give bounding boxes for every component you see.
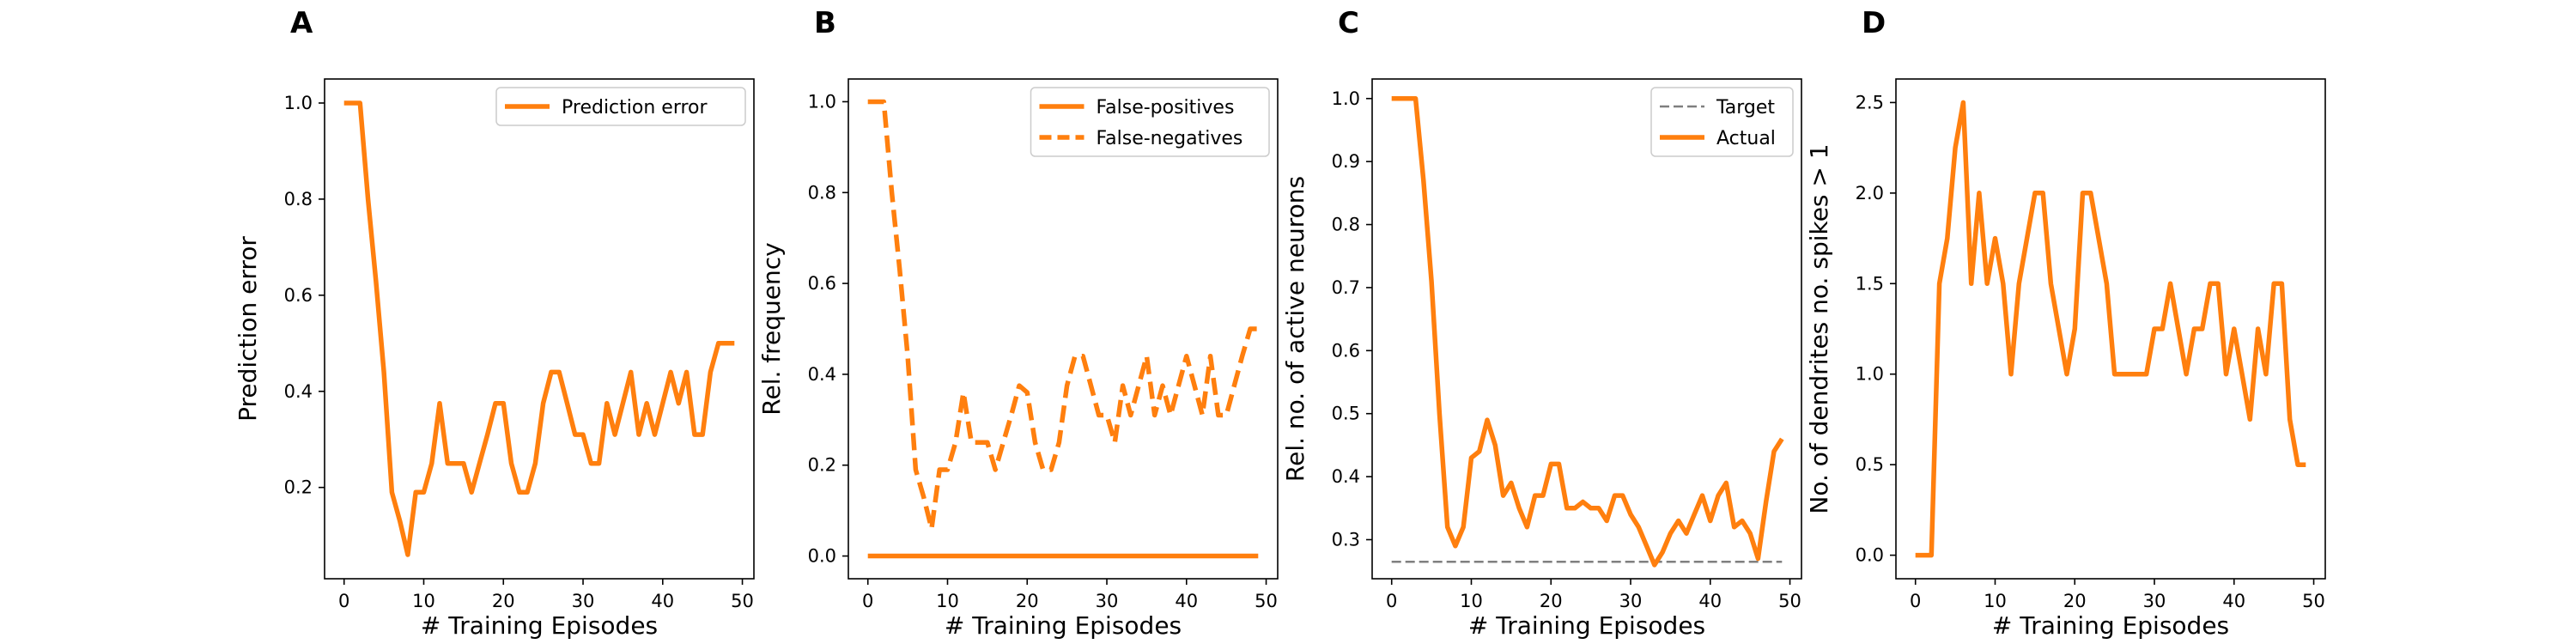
series-line-false-negatives [867,99,1259,532]
y-tick-label: 0.6 [284,285,313,306]
y-tick-label: 1.0 [1856,364,1884,385]
y-tick-label: 0.2 [808,455,836,476]
x-tick-label: 20 [1016,591,1039,611]
y-tick-label: 2.5 [1856,92,1884,112]
y-axis-label: No. of dendrites no. spikes > 1 [1805,143,1833,513]
x-tick-label: 50 [1778,591,1801,611]
x-tick-label: 30 [2143,591,2166,611]
y-tick-label: 0.7 [1332,277,1360,298]
x-tick-label: 20 [492,591,515,611]
y-tick-label: 1.0 [1332,88,1360,109]
axes-frame [848,78,1279,580]
axes-frame [324,78,755,580]
chart-panel-d: D 0 10 20 30 40 50 0.0 0.5 1.0 1.5 2.0 2.5 # Training… [1805,6,2326,640]
y-tick-label: 0.2 [284,477,313,498]
legend: Target Actual [1650,87,1794,157]
y-tick-label: 1.5 [1856,273,1884,294]
x-tick-label: 0 [1910,591,1921,611]
x-axis-label: # Training Episodes [1992,611,2229,640]
x-tick-label: 0 [1386,591,1397,611]
x-tick-label: 40 [1698,591,1722,611]
x-tick-label: 50 [731,591,754,611]
y-tick-label: 0.5 [1856,454,1884,475]
x-tick-label: 10 [1984,591,2007,611]
x-tick-label: 50 [1255,591,1278,611]
y-tick-label: 0.0 [1856,545,1884,566]
x-axis-label: # Training Episodes [1468,611,1705,640]
x-tick-label: 0 [338,591,349,611]
y-tick-label: 1.0 [808,91,836,112]
y-tick-label: 2.0 [1856,183,1884,204]
x-tick-label: 40 [1175,591,1198,611]
y-tick-label: 0.9 [1332,151,1360,172]
panel-label: B [814,6,836,40]
series-line-actual [1391,96,1784,568]
y-tick-label: 0.8 [284,189,313,210]
y-tick-label: 0.6 [1332,340,1360,361]
x-tick-label: 50 [2302,591,2325,611]
x-tick-label: 40 [651,591,674,611]
y-axis-label: Rel. no. of active neurons [1281,176,1309,482]
legend-box [1030,87,1270,157]
panel-label: C [1338,6,1359,40]
legend-box [495,87,746,126]
legend-entry-label: False-negatives [1097,128,1243,149]
legend: Prediction error [495,87,746,126]
axes-frame [1895,78,2326,580]
x-tick-label: 20 [1540,591,1563,611]
y-tick-label: 0.3 [1332,529,1360,550]
series-line-main [1915,100,2306,558]
series-line-prediction-error [343,100,735,557]
chart-panel-c: C 0 10 20 30 40 50 0.3 0.4 0.5 0.6 0.7 0.8 0.9 1.0 # Tr… [1281,6,1802,640]
x-tick-label: 10 [936,591,959,611]
x-tick-label: 40 [2222,591,2245,611]
y-axis-label: Rel. frequency [757,242,786,415]
legend-entry-label: Actual [1716,128,1776,149]
x-tick-label: 30 [1096,591,1119,611]
panel-label: A [290,6,313,40]
y-tick-label: 1.0 [284,93,313,113]
y-tick-label: 0.4 [808,364,836,385]
x-tick-label: 30 [1619,591,1643,611]
x-tick-label: 30 [572,591,595,611]
y-tick-label: 0.4 [284,381,313,402]
legend-entry-label: Prediction error [562,97,708,118]
y-axis-label: Prediction error [234,236,262,422]
legend-entry-label: Target [1716,97,1775,118]
chart-panel-a: A 0 10 20 30 40 50 0.2 0.4 0.6 0.8 1.0 # Training Ep… [234,6,755,640]
x-axis-label: # Training Episodes [421,611,658,640]
y-tick-label: 0.0 [808,546,836,567]
x-tick-label: 10 [412,591,435,611]
panel-label: D [1862,6,1886,40]
y-tick-label: 0.8 [1332,215,1360,235]
x-tick-label: 0 [862,591,873,611]
legend: False-positives False-negatives [1030,87,1270,157]
axes-frame [1371,78,1802,580]
y-tick-label: 0.8 [808,182,836,203]
chart-panel-b: B 0 10 20 30 40 50 0.0 0.2 0.4 0.6 0.8 1.0 # Training… [757,6,1279,640]
x-tick-label: 20 [2063,591,2087,611]
y-tick-label: 0.5 [1332,404,1360,424]
y-tick-label: 0.6 [808,273,836,294]
y-tick-label: 0.4 [1332,466,1360,487]
x-axis-label: # Training Episodes [945,611,1182,640]
x-tick-label: 10 [1460,591,1483,611]
legend-entry-label: False-positives [1097,97,1235,118]
